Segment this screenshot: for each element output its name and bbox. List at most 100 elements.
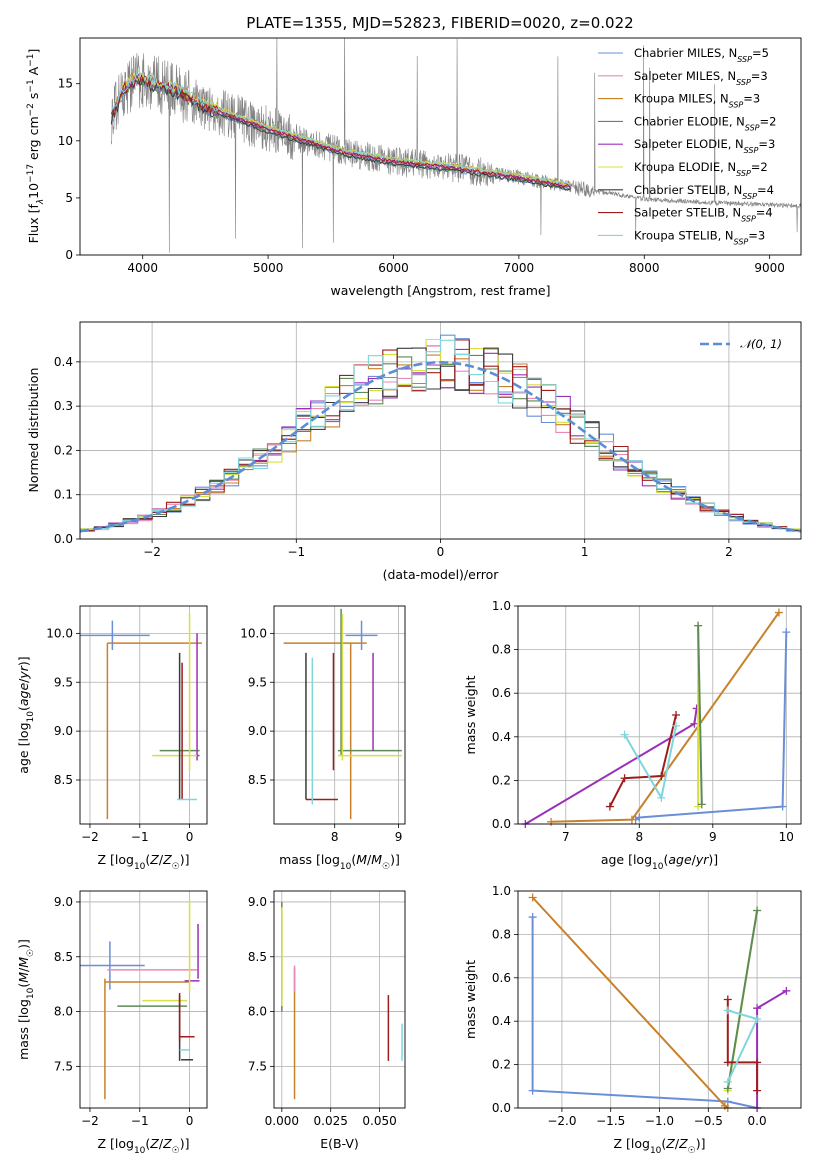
residuals-panel: −2 −1 0 1 2 0.0 0.1 0.2 0.3 0.4 𝒩(0, 1) (data-model…	[26, 321, 802, 582]
y-tick-label: 8.5	[248, 950, 267, 964]
x-tick-label: 9	[395, 830, 403, 844]
mass-weight-axis-label: mass weight	[463, 675, 478, 754]
legend-entry: Chabrier ELODIE, NSSP=2	[634, 114, 776, 131]
x-tick-label: 0.0	[748, 1114, 767, 1128]
mass-axis-label: mass [log10(M/M☉)]	[279, 852, 400, 872]
spectrum-legend: Chabrier MILES, NSSP=5 Salpeter MILES, NS…	[598, 46, 776, 246]
y-tick-label: 1.0	[492, 884, 511, 898]
y-tick-label: 0.0	[492, 817, 511, 831]
mass-weight-marker	[657, 772, 666, 781]
y-tick-label: 0.4	[54, 355, 73, 369]
mass-vs-ebv-panel: 0.000 0.025 0.050 7.5 8.0 8.5 9.0 E(B-V)	[248, 890, 406, 1151]
age-vs-mass-panel: 8 9 8.5 9.0 9.5 10.0 mass [log10(M/M☉)]	[240, 605, 406, 872]
ebv-axis-label: E(B-V)	[320, 1136, 359, 1151]
y-tick-label: 0.0	[54, 532, 73, 546]
x-tick-label: 4000	[127, 261, 158, 275]
model-spectrum-line	[110, 70, 571, 185]
legend-entry: Kroupa ELODIE, NSSP=2	[634, 160, 768, 178]
mass-weight-marker	[774, 608, 783, 617]
y-tick-label: 0	[65, 248, 73, 262]
legend-entry: Salpeter ELODIE, NSSP=3	[634, 137, 775, 155]
mass-weight-marker	[778, 802, 787, 811]
z-axis-label: Z [log10(Z/Z☉)]	[97, 1136, 189, 1156]
mass-weight-marker	[547, 817, 556, 826]
mass-weight-marker	[697, 800, 706, 809]
mass-weight-line	[756, 989, 787, 1108]
x-tick-label: 6000	[378, 261, 409, 275]
mass-weight-marker	[528, 913, 537, 922]
axes-frame	[517, 605, 802, 825]
mass-weight-marker	[782, 986, 791, 995]
x-tick-label: 2	[725, 545, 733, 559]
mass-weight-marker	[657, 793, 666, 802]
y-tick-label: 0.2	[492, 773, 511, 787]
z-axis-label: Z [log10(Z/Z☉)]	[613, 1136, 705, 1156]
mass-weight-marker	[528, 1086, 537, 1095]
y-tick-label: 8.0	[248, 1005, 267, 1019]
mass-weight-line	[726, 910, 759, 1089]
y-tick-label: 0.8	[492, 927, 511, 941]
x-tick-label: −1	[131, 830, 149, 844]
axes-frame	[79, 890, 208, 1109]
y-tick-label: 9.0	[54, 724, 73, 738]
spectrum-y-axis-label: Flux [fλ10−17 erg cm−2 s−1 A−1]	[26, 49, 46, 244]
x-tick-label: 7000	[504, 261, 535, 275]
x-tick-label: 7	[562, 830, 570, 844]
mass-weight-marker	[672, 711, 681, 719]
axes-frame	[273, 605, 406, 825]
x-tick-label: 0	[437, 545, 445, 559]
axes-frame	[273, 890, 406, 1109]
mass-weight-marker	[723, 1058, 732, 1067]
y-tick-label: 15	[58, 77, 73, 91]
x-tick-label: 0.050	[362, 1114, 396, 1128]
y-tick-label: 8.0	[54, 1005, 73, 1019]
observed-spectrum	[111, 38, 801, 253]
x-tick-label: −2	[81, 830, 99, 844]
mass-weight-marker	[753, 1058, 762, 1067]
x-tick-label: 0.025	[314, 1114, 348, 1128]
mass-weight-line	[609, 714, 677, 808]
x-tick-label: 9	[709, 830, 717, 844]
y-tick-label: 0.2	[54, 443, 73, 457]
model-spectrum-line	[110, 74, 571, 191]
y-tick-label: 9.5	[248, 675, 267, 689]
x-tick-label: 9000	[754, 261, 785, 275]
mass-weight-line	[531, 917, 758, 1108]
mass-weight-line	[726, 999, 759, 1091]
legend-entry: Chabrier STELIB, NSSP=4	[634, 183, 774, 201]
y-tick-label: 0.0	[492, 1101, 511, 1115]
mass-vs-metallicity-panel: −2 −1 0 7.5 8.0 8.5 9.0 Z [log10(Z/Z☉)] mass [lo…	[16, 890, 208, 1156]
residuals-x-axis-label: (data-model)/error	[383, 567, 500, 582]
y-tick-label: 10	[58, 134, 73, 148]
mass-weight-marker	[753, 1086, 762, 1095]
x-tick-label: −2	[143, 545, 161, 559]
legend-entry: Salpeter MILES, NSSP=3	[634, 69, 768, 87]
mass-weight-marker	[528, 893, 537, 902]
x-tick-label: 0.000	[265, 1114, 299, 1128]
mass-weight-marker	[620, 774, 629, 783]
spectrum-x-axis-label: wavelength [Angstrom, rest frame]	[330, 283, 550, 298]
x-tick-label: 5000	[253, 261, 284, 275]
mass-weight-marker	[723, 1006, 732, 1015]
y-tick-label: 0.6	[492, 686, 511, 700]
y-tick-label: 9.0	[248, 895, 267, 909]
mass-weight-marker	[753, 906, 762, 915]
spectrum-panel: 4000 5000 6000 7000 8000 9000 0 5 10 15 wavelength…	[26, 37, 802, 298]
mass-weight-axis-label: mass weight	[463, 960, 478, 1039]
figure-title: PLATE=1355, MJD=52823, FIBERID=0020, z=0…	[246, 14, 633, 32]
y-tick-label: 8.5	[248, 773, 267, 787]
x-tick-label: −1.0	[645, 1114, 674, 1128]
mass-weight-marker	[605, 802, 614, 811]
x-tick-label: −2.0	[547, 1114, 576, 1128]
x-tick-label: 8	[331, 830, 339, 844]
mass-weight-marker	[753, 1004, 762, 1013]
mass-weight-marker	[672, 721, 681, 730]
normal-distribution-curve	[80, 360, 801, 533]
mass-weight-marker	[753, 1015, 762, 1024]
x-tick-label: −1.5	[596, 1114, 625, 1128]
axes-frame	[79, 321, 802, 540]
y-tick-label: 8.5	[54, 950, 73, 964]
x-tick-label: 0	[186, 830, 194, 844]
z-axis-label: Z [log10(Z/Z☉)]	[97, 852, 189, 872]
legend-entry: Kroupa STELIB, NSSP=3	[634, 228, 765, 246]
